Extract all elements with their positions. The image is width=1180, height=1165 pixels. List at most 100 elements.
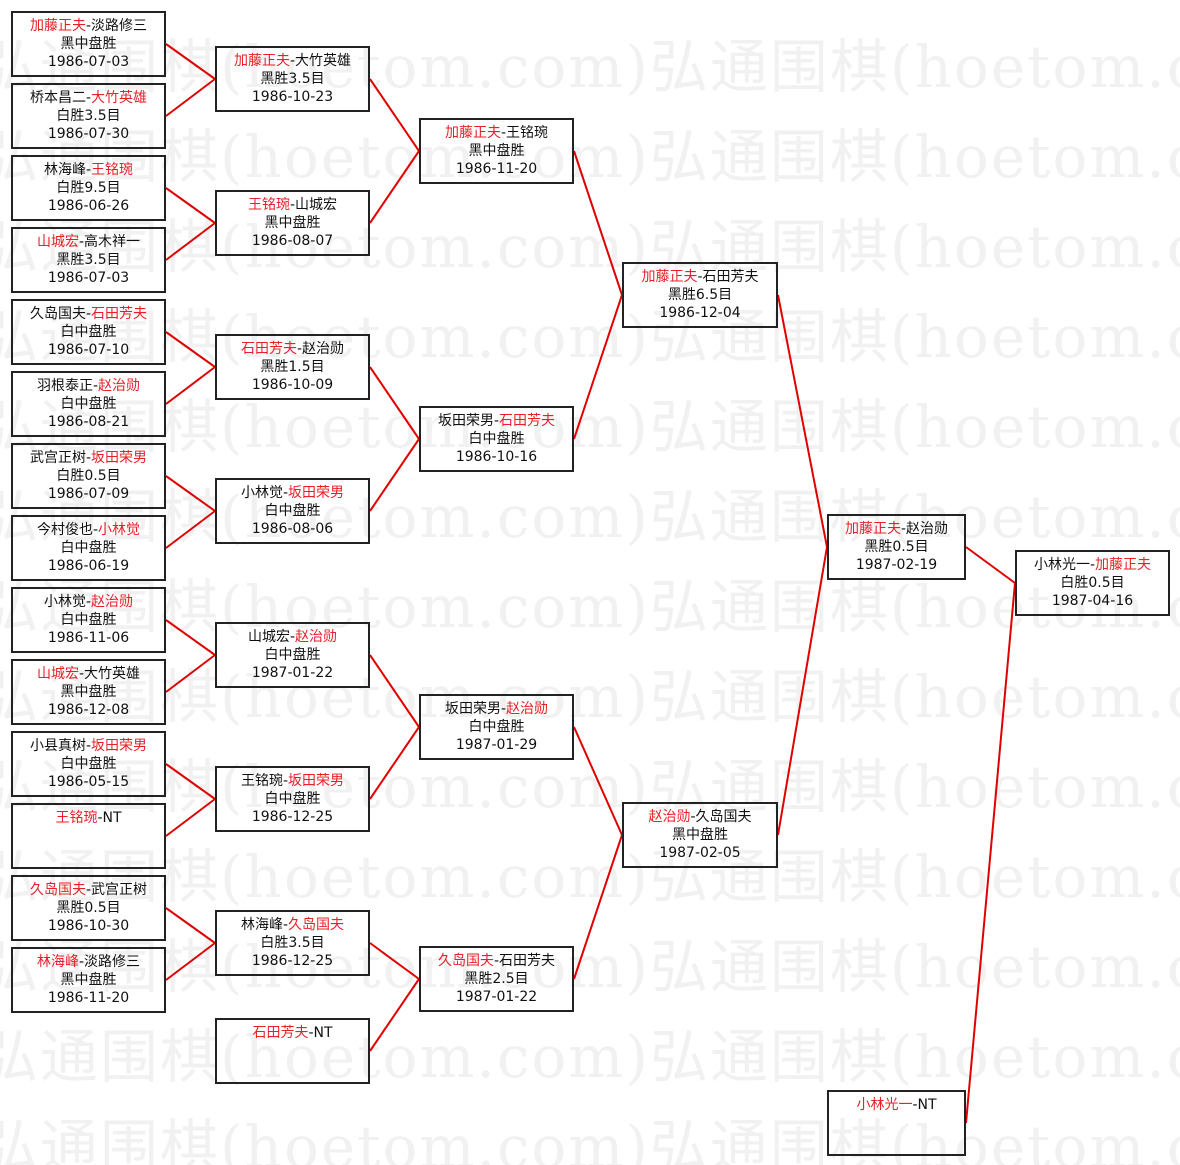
bracket-line [165, 942, 216, 981]
match-players: 小林光一-加藤正夫 [1017, 556, 1168, 574]
bracket-line [165, 366, 216, 405]
bracket-line [165, 187, 216, 224]
bracket-line [573, 834, 623, 980]
separator: - [78, 666, 85, 682]
match-result: 白中盘胜 [264, 503, 321, 519]
separator: - [289, 53, 296, 69]
match-date: 1986-07-03 [47, 270, 130, 286]
match-date: 1986-07-03 [47, 54, 130, 70]
match-date: 1986-11-20 [47, 990, 130, 1006]
match-result: 白中盘胜 [468, 431, 525, 447]
bracket-line [165, 43, 216, 80]
player-name: 久岛国夫 [29, 306, 86, 322]
separator: - [296, 341, 303, 357]
match-result: 白胜9.5目 [56, 180, 121, 196]
match-result: 黑胜3.5目 [260, 71, 325, 87]
winner-name: 坂田荣男 [91, 450, 148, 466]
bracket-line [165, 798, 216, 837]
match-result: 黑胜1.5目 [260, 359, 325, 375]
match-box: 赵治勋-久岛国夫 黑中盘胜 1987-02-05 [622, 802, 778, 868]
match-date: 1986-07-30 [47, 126, 130, 142]
bracket-line [165, 222, 216, 261]
separator: - [85, 882, 92, 898]
match-result: 黑胜0.5目 [56, 900, 121, 916]
match-result: 黑中盘胜 [60, 684, 117, 700]
match-players: 小林觉-坂田荣男 [217, 484, 368, 502]
match-box: 小林光一-加藤正夫 白胜0.5目 1987-04-16 [1015, 550, 1170, 616]
match-players: 坂田荣男-石田芳夫 [421, 412, 572, 430]
match-date: 1986-08-21 [47, 414, 130, 430]
player-name: 王铭琬 [240, 773, 283, 789]
match-date: 1986-12-25 [251, 953, 334, 969]
match-date: 1986-12-25 [251, 809, 334, 825]
match-date: 1987-02-05 [659, 845, 741, 861]
winner-name: 坂田荣男 [288, 485, 345, 501]
player-name: 今村俊也 [36, 522, 93, 538]
match-date: 1987-01-22 [455, 989, 538, 1005]
match-players: 今村俊也-小林觉 [13, 521, 164, 539]
winner-name: 久岛国夫 [288, 917, 345, 933]
winner-name: 山城宏 [36, 666, 79, 682]
winner-name: 加藤正夫 [1095, 557, 1152, 573]
match-players: 小县真树-坂田荣男 [13, 737, 164, 755]
match-result: 黑中盘胜 [468, 143, 525, 159]
match-players: 加藤正夫-石田芳夫 [624, 268, 776, 286]
match-box: 石田芳夫-赵治勋 黑胜1.5目 1986-10-09 [215, 334, 370, 400]
match-players: 久岛国夫-石田芳夫 [13, 305, 164, 323]
match-date: 1986-11-20 [455, 161, 538, 177]
bracket-line [165, 510, 216, 549]
match-result: 黑胜2.5目 [464, 971, 529, 987]
match-date: 1986-07-09 [47, 486, 130, 502]
match-players: 久岛国夫-石田芳夫 [421, 952, 572, 970]
match-result: 白中盘胜 [264, 791, 321, 807]
player-name: 林海峰 [240, 917, 283, 933]
bracket-line [165, 763, 216, 800]
match-result: 黑中盘胜 [672, 827, 728, 843]
match-players: 加藤正夫-大竹英雄 [217, 52, 368, 70]
match-players: 小林觉-赵治勋 [13, 593, 164, 611]
player-name: 羽根泰正 [36, 378, 93, 394]
bracket-line [369, 726, 420, 800]
match-result: 黑中盘胜 [60, 36, 117, 52]
match-box: 王铭琬-山城宏 黑中盘胜 1986-08-07 [215, 190, 370, 256]
match-box: 坂田荣男-石田芳夫 白中盘胜 1986-10-16 [419, 406, 574, 472]
match-result: 黑胜3.5目 [56, 252, 121, 268]
match-players: 王铭琬-坂田荣男 [217, 772, 368, 790]
match-result: 黑胜6.5目 [667, 287, 733, 303]
match-date: 1987-02-19 [855, 557, 938, 573]
player-name: 高木祥一 [84, 234, 141, 250]
bracket-line [165, 78, 216, 117]
match-players: 林海峰-王铭琬 [13, 161, 164, 179]
match-players: 羽根泰正-赵治勋 [13, 377, 164, 395]
winner-name: 小林光一 [856, 1097, 913, 1113]
match-players: 久岛国夫-武宫正树 [13, 881, 164, 899]
separator: - [690, 809, 696, 825]
match-result: 白中盘胜 [60, 540, 117, 556]
player-name: 武宫正树 [91, 882, 148, 898]
match-box: 林海峰-久岛国夫 白胜3.5目 1986-12-25 [215, 910, 370, 976]
match-box: 王铭琬-NT [11, 803, 166, 869]
player-name: 石田芳夫 [702, 269, 759, 285]
match-result: 黑中盘胜 [60, 972, 117, 988]
match-result: 黑中盘胜 [264, 215, 321, 231]
match-result: 白中盘胜 [60, 324, 117, 340]
winner-name: 大竹英雄 [91, 90, 148, 106]
bracket-line [777, 546, 828, 836]
match-players: 山城宏-高木祥一 [13, 233, 164, 251]
match-date: 1986-06-26 [47, 198, 130, 214]
match-players: 加藤正夫-王铭琬 [421, 124, 572, 142]
winner-name: 石田芳夫 [240, 341, 297, 357]
bracket-line [965, 546, 1016, 584]
match-box: 久岛国夫-武宫正树 黑胜0.5目 1986-10-30 [11, 875, 166, 941]
match-box: 林海峰-王铭琬 白胜9.5目 1986-06-26 [11, 155, 166, 221]
match-result: 白中盘胜 [60, 756, 117, 772]
player-name: 小林觉 [240, 485, 283, 501]
winner-name: 赵治勋 [91, 594, 134, 610]
match-date: 1987-01-29 [455, 737, 538, 753]
bracket-line [369, 78, 420, 152]
match-box: 久岛国夫-石田芳夫 白中盘胜 1986-07-10 [11, 299, 166, 365]
player-name: 大竹英雄 [84, 666, 141, 682]
match-date: 1986-12-04 [659, 305, 741, 321]
bracket-line [369, 942, 420, 980]
separator: - [85, 306, 92, 322]
